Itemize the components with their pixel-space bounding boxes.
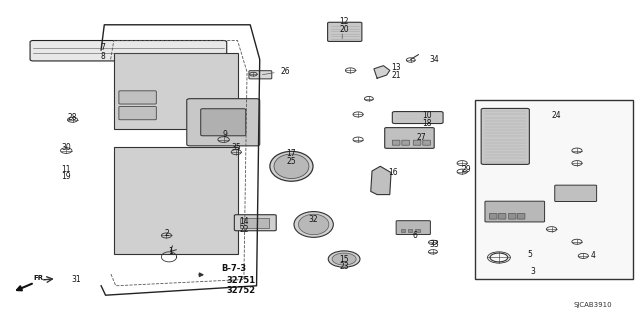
Text: 31: 31 bbox=[71, 275, 81, 284]
Bar bbox=[476, 100, 633, 279]
FancyBboxPatch shape bbox=[249, 71, 272, 79]
FancyBboxPatch shape bbox=[423, 140, 430, 145]
FancyBboxPatch shape bbox=[402, 140, 410, 145]
Text: 12: 12 bbox=[339, 17, 349, 26]
FancyBboxPatch shape bbox=[385, 128, 434, 148]
Bar bbox=[114, 148, 237, 254]
Text: B-7-3: B-7-3 bbox=[221, 264, 247, 273]
Text: 26: 26 bbox=[280, 68, 290, 76]
FancyBboxPatch shape bbox=[392, 112, 443, 124]
FancyBboxPatch shape bbox=[119, 91, 156, 104]
FancyBboxPatch shape bbox=[499, 213, 506, 219]
Text: 1: 1 bbox=[168, 247, 173, 256]
FancyBboxPatch shape bbox=[517, 213, 525, 219]
FancyBboxPatch shape bbox=[201, 109, 246, 136]
Bar bbox=[114, 53, 237, 129]
Text: 33: 33 bbox=[429, 240, 439, 249]
Text: 14: 14 bbox=[239, 217, 249, 226]
FancyBboxPatch shape bbox=[413, 140, 421, 145]
Text: 10: 10 bbox=[422, 111, 431, 120]
Bar bbox=[240, 219, 269, 228]
Bar bbox=[408, 229, 412, 232]
Text: 17: 17 bbox=[287, 149, 296, 158]
Text: 16: 16 bbox=[388, 168, 398, 177]
Ellipse shape bbox=[332, 253, 356, 265]
Text: 21: 21 bbox=[392, 71, 401, 80]
FancyBboxPatch shape bbox=[328, 22, 362, 42]
Text: 7: 7 bbox=[100, 43, 106, 52]
Text: 4: 4 bbox=[590, 252, 595, 260]
Text: 24: 24 bbox=[551, 111, 561, 120]
Bar bbox=[401, 229, 405, 232]
Text: 13: 13 bbox=[391, 63, 401, 72]
Ellipse shape bbox=[294, 212, 333, 237]
Bar bbox=[415, 229, 420, 232]
Polygon shape bbox=[371, 166, 391, 195]
FancyBboxPatch shape bbox=[490, 213, 497, 219]
FancyBboxPatch shape bbox=[234, 215, 276, 231]
FancyBboxPatch shape bbox=[392, 140, 400, 145]
Text: 32: 32 bbox=[309, 215, 319, 224]
FancyBboxPatch shape bbox=[119, 107, 156, 120]
Text: 34: 34 bbox=[429, 55, 439, 64]
Text: 8: 8 bbox=[100, 52, 106, 61]
FancyBboxPatch shape bbox=[187, 99, 260, 146]
Polygon shape bbox=[374, 66, 390, 78]
Text: 28: 28 bbox=[68, 113, 77, 122]
Ellipse shape bbox=[274, 154, 309, 179]
Text: 20: 20 bbox=[339, 25, 349, 34]
Text: 29: 29 bbox=[461, 165, 471, 174]
Text: SJCAB3910: SJCAB3910 bbox=[573, 302, 612, 308]
Text: 11: 11 bbox=[61, 165, 71, 174]
Text: FR.: FR. bbox=[33, 276, 46, 281]
Text: 25: 25 bbox=[287, 157, 296, 166]
Text: 6: 6 bbox=[413, 231, 418, 240]
FancyBboxPatch shape bbox=[508, 213, 516, 219]
FancyBboxPatch shape bbox=[485, 201, 545, 222]
Text: 5: 5 bbox=[527, 250, 532, 259]
Text: 15: 15 bbox=[339, 254, 349, 264]
Text: 9: 9 bbox=[222, 130, 227, 139]
FancyBboxPatch shape bbox=[396, 221, 430, 235]
FancyBboxPatch shape bbox=[555, 185, 596, 202]
FancyBboxPatch shape bbox=[481, 108, 529, 164]
Text: 3: 3 bbox=[530, 267, 535, 276]
Ellipse shape bbox=[298, 214, 329, 235]
Text: 27: 27 bbox=[417, 133, 426, 142]
Text: 35: 35 bbox=[232, 143, 241, 152]
FancyBboxPatch shape bbox=[30, 41, 227, 61]
Text: 32752: 32752 bbox=[226, 286, 255, 295]
Text: 32751: 32751 bbox=[226, 276, 255, 284]
Text: 2: 2 bbox=[164, 229, 169, 238]
Ellipse shape bbox=[328, 251, 360, 267]
Ellipse shape bbox=[270, 151, 313, 181]
Text: 30: 30 bbox=[61, 143, 71, 152]
Text: 18: 18 bbox=[422, 119, 431, 128]
Text: 19: 19 bbox=[61, 172, 71, 181]
Text: 22: 22 bbox=[239, 225, 248, 234]
Text: 23: 23 bbox=[339, 262, 349, 271]
